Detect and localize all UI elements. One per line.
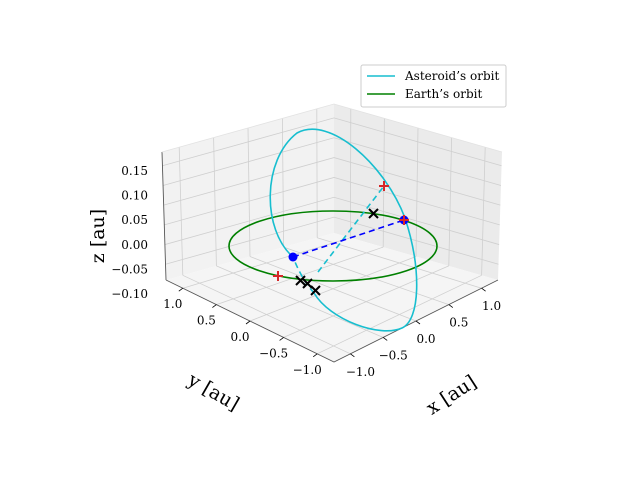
- z-tick-label: 0.05: [121, 213, 148, 227]
- y-tick-mark: [312, 353, 318, 358]
- y-tick-mark: [245, 320, 251, 325]
- y-tick-label: 1.0: [163, 297, 182, 311]
- floor-edge: [165, 279, 499, 363]
- y-tick-mark: [279, 337, 284, 341]
- x-axis-label: x [au]: [422, 371, 480, 419]
- wall-grid-line: [162, 137, 502, 186]
- y-tick-label: −1.0: [293, 363, 322, 377]
- floor-grid-line: [317, 274, 482, 355]
- red-plus-marker: [273, 271, 283, 281]
- y-tick-label: −0.5: [259, 346, 288, 360]
- z-tick-label: 0.00: [121, 238, 148, 252]
- blue-dot-marker: [288, 252, 298, 262]
- x-tick-label: −1.0: [346, 365, 375, 379]
- earth-orbit-line: [228, 210, 438, 282]
- black-x-marker: [368, 208, 379, 219]
- asteroid-orbit-dashed-segment: [292, 256, 315, 294]
- z-tick-label: −0.10: [111, 287, 148, 301]
- tick-labels: −0.10 −0.05 0.00 0.05 0.10 0.15 −1.0 −0.5 0.0 0.5…: [111, 164, 501, 379]
- legend: Asteroid’s orbit Earth’s orbit: [360, 64, 507, 108]
- floor-grid-line: [317, 237, 482, 289]
- floor-grid-line: [283, 265, 449, 338]
- x-tick-label: −0.5: [379, 348, 408, 362]
- top-edge: [161, 103, 503, 153]
- y-tick-label: 0.0: [230, 330, 249, 344]
- asteroid-orbit-dashed-chord: [317, 185, 385, 273]
- wall-grid-line: [415, 127, 419, 257]
- x-tick-label: 0.5: [449, 316, 468, 330]
- legend-label-earth: Earth’s orbit: [405, 87, 482, 101]
- x-tick-mark: [382, 337, 388, 341]
- wall-grid-line: [247, 127, 251, 257]
- red-plus-marker: [399, 215, 409, 225]
- z-tick-label: 0.10: [121, 189, 148, 203]
- y-axis-label: y [au]: [183, 368, 243, 415]
- wall-grid-line: [282, 118, 284, 248]
- pane-yz: [162, 104, 334, 280]
- x-tick-mark: [448, 304, 454, 308]
- y-tick-mark: [178, 287, 184, 292]
- grid: [162, 108, 502, 355]
- wall-grid-line: [448, 137, 452, 266]
- pane-xz: [334, 104, 502, 280]
- asteroid-orbit-line: [269, 128, 418, 332]
- floor-grid-line: [283, 246, 449, 305]
- y-tick-label: 0.5: [197, 314, 216, 328]
- axes: [161, 103, 503, 363]
- z-axis-edge: [161, 151, 167, 281]
- black-x-marker: [295, 275, 306, 286]
- wall-grid-line: [165, 216, 499, 265]
- x-tick-mark: [350, 353, 355, 358]
- z-tick-label: −0.05: [111, 262, 148, 276]
- x-tick-mark: [481, 287, 486, 292]
- black-x-marker: [310, 285, 321, 296]
- x-tick-label: 1.0: [482, 299, 501, 313]
- red-plus-marker: [379, 181, 389, 191]
- legend-box: [360, 64, 507, 108]
- wall-grid-line: [213, 137, 217, 266]
- z-tick-label: 0.15: [121, 164, 148, 178]
- wall-grid-line: [163, 157, 501, 206]
- x-tick-mark: [415, 320, 421, 325]
- y-tick-mark: [212, 304, 217, 308]
- x-tick-label: 0.0: [416, 332, 435, 346]
- floor-grid-line: [249, 256, 417, 322]
- wall-grid-line: [162, 117, 502, 167]
- z-axis-label: z [au]: [87, 209, 109, 263]
- legend-label-asteroid: Asteroid’s orbit: [404, 69, 499, 83]
- wall-grid-line: [164, 196, 500, 245]
- wall-grid-line: [481, 147, 486, 276]
- wall-grid-line: [164, 177, 500, 226]
- wall-grid-line: [178, 147, 184, 276]
